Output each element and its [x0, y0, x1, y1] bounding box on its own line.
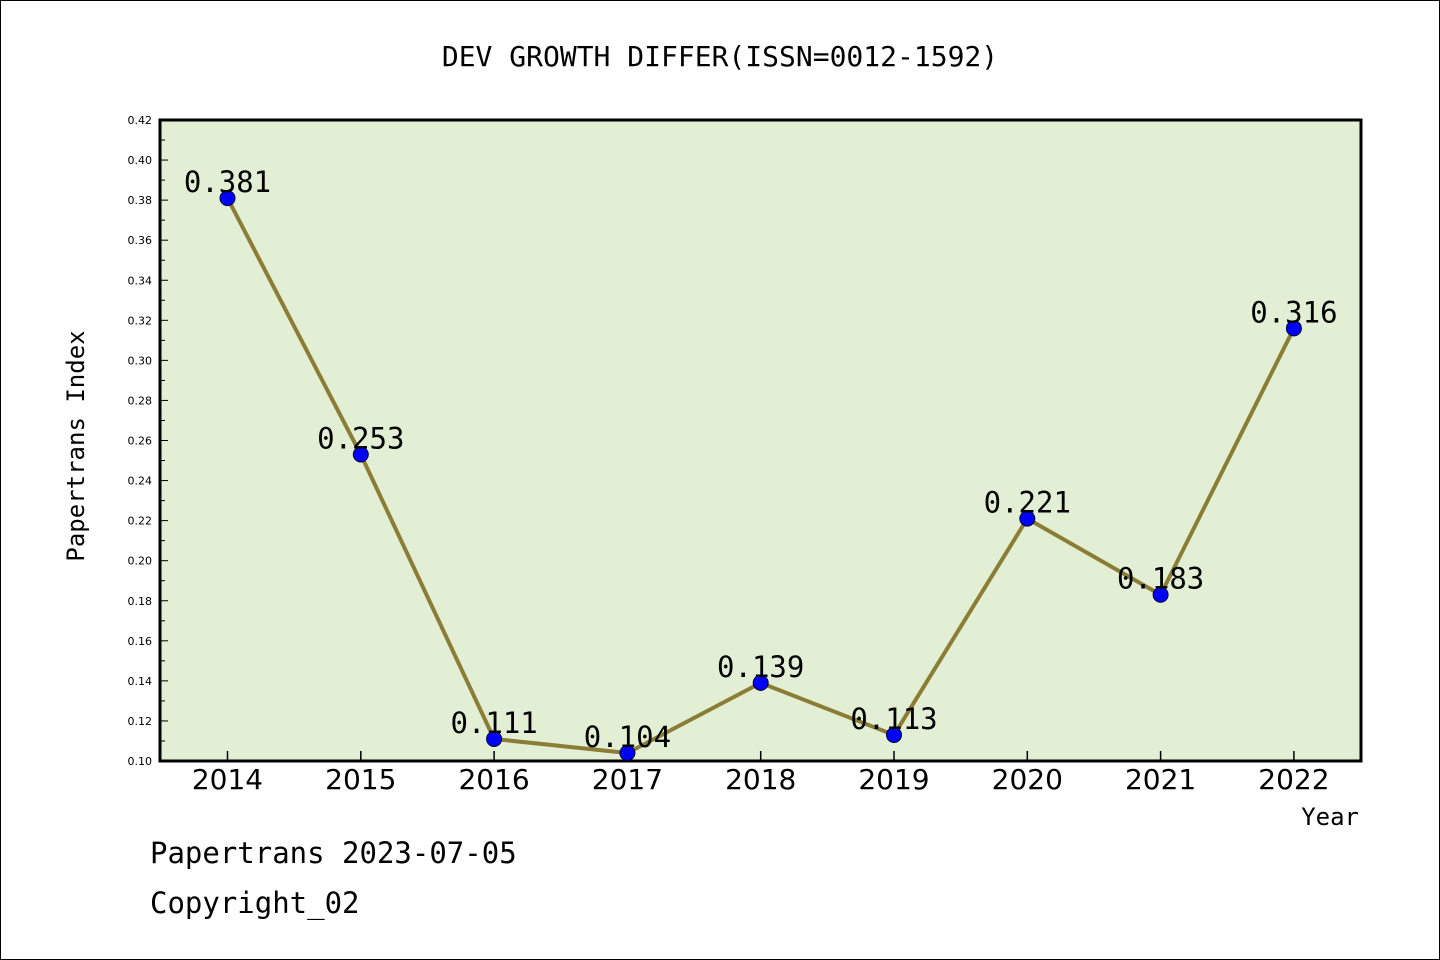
- footer-date: Papertrans 2023-07-05: [150, 836, 517, 870]
- chart-title: DEV GROWTH DIFFER(ISSN=0012-1592): [442, 40, 998, 73]
- data-label: 0.381: [184, 165, 271, 199]
- data-point: [886, 726, 902, 743]
- footer-copyright: Copyright_02: [150, 886, 360, 920]
- data-point: [1285, 320, 1302, 337]
- x-tick-label: 2014: [192, 763, 263, 796]
- data-label: 0.104: [584, 720, 671, 754]
- y-tick-label: 0.38: [128, 194, 153, 207]
- y-tick-label: 0.32: [128, 314, 153, 327]
- y-axis-ticks: 0.10 0.12 0.14 0.16 0.18 0.20 0.22 0.24 0.26 0.28…: [128, 114, 168, 768]
- series-line-group: [219, 190, 1302, 761]
- y-tick-label: 0.34: [128, 274, 153, 287]
- data-point: [352, 446, 369, 463]
- data-label: 0.316: [1250, 295, 1337, 329]
- y-tick-label: 0.10: [128, 755, 153, 768]
- data-label: 0.139: [717, 650, 804, 684]
- x-tick-label: 2018: [725, 763, 796, 796]
- y-tick-label: 0.18: [128, 595, 153, 608]
- x-axis-label: Year: [1301, 803, 1359, 831]
- y-tick-label: 0.30: [128, 354, 153, 367]
- plot-area: [158, 118, 1363, 763]
- x-tick-label: 2016: [458, 763, 529, 796]
- y-tick-label: 0.42: [128, 114, 153, 127]
- data-label: 0.253: [317, 422, 404, 456]
- y-tick-label: 0.14: [128, 675, 153, 688]
- y-tick-label: 0.22: [128, 515, 153, 528]
- data-label: 0.221: [984, 486, 1071, 520]
- y-axis-label: Papertrans Index: [62, 330, 90, 561]
- data-point: [619, 744, 636, 761]
- y-tick-label: 0.12: [128, 715, 153, 728]
- x-tick-label: 2022: [1258, 763, 1329, 796]
- y-tick-label: 0.16: [128, 635, 153, 648]
- y-tick-label: 0.36: [128, 234, 153, 247]
- x-axis-ticks: 2014 2015 2016 2017 2018 2019 2020 2021 2022: [192, 751, 1330, 796]
- y-tick-label: 0.20: [128, 555, 153, 568]
- y-tick-label: 0.28: [128, 394, 153, 407]
- x-tick-label: 2017: [592, 763, 663, 796]
- data-point: [486, 730, 503, 747]
- x-tick-label: 2019: [858, 763, 929, 796]
- x-tick-label: 2020: [992, 763, 1063, 796]
- data-point: [1152, 586, 1169, 603]
- data-point: [219, 190, 236, 207]
- data-label: 0.111: [450, 706, 537, 740]
- x-tick-label: 2021: [1125, 763, 1196, 796]
- data-labels: 0.381 0.253 0.111 0.104 0.139 0.113 0.221 0.183…: [184, 165, 1338, 754]
- data-point: [1019, 510, 1036, 527]
- y-tick-label: 0.24: [128, 475, 153, 488]
- y-tick-label: 0.26: [128, 435, 153, 448]
- data-label: 0.113: [850, 702, 937, 736]
- data-label: 0.183: [1117, 562, 1204, 596]
- x-tick-label: 2015: [325, 763, 396, 796]
- data-point: [752, 674, 769, 691]
- y-tick-label: 0.40: [128, 154, 153, 167]
